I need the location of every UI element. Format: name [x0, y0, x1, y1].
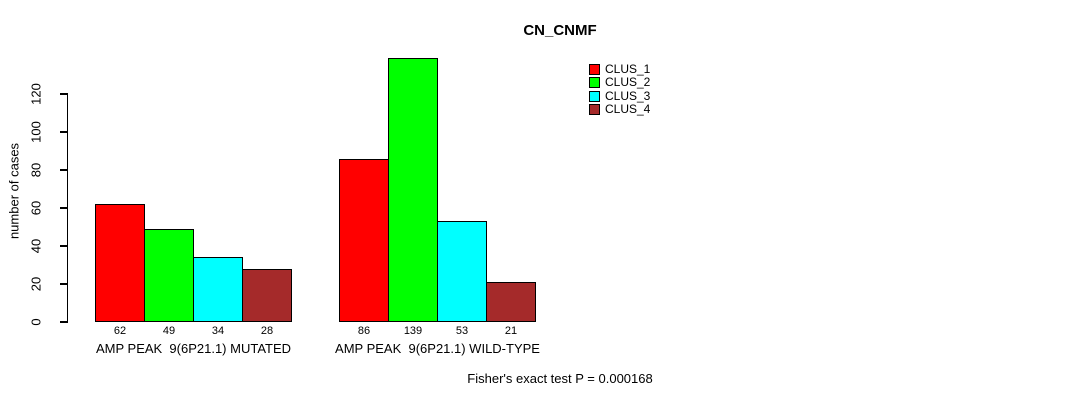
y-axis-tick [60, 93, 68, 95]
legend-item-clus_1: CLUS_1 [589, 62, 651, 76]
y-axis-label: number of cases [6, 142, 22, 240]
legend-item-label: CLUS_1 [605, 62, 651, 76]
chart-title: CN_CNMF [523, 22, 597, 39]
y-axis-tick [60, 207, 68, 209]
bar-value-label: 28 [260, 325, 274, 337]
bar-value-label: 21 [504, 325, 518, 337]
y-axis-tick [60, 169, 68, 171]
y-axis-tick-label: 100 [28, 121, 44, 143]
bar-value-label: 49 [162, 325, 176, 337]
y-axis-tick-label: 120 [28, 83, 44, 105]
bar-clus_3-group1 [193, 257, 243, 322]
y-axis-tick-label: 80 [28, 162, 44, 178]
legend-item-clus_2: CLUS_2 [589, 75, 651, 90]
bar-clus_1-group2 [339, 158, 389, 322]
bar-clus_4-group2 [486, 282, 536, 322]
legend-item-clus_4: CLUS_4 [589, 102, 651, 117]
y-axis-tick [60, 321, 68, 323]
bar-clus_3-group2 [437, 221, 487, 322]
y-axis-tick-label: 40 [28, 238, 44, 254]
legend-swatch-clus_3 [589, 90, 600, 102]
y-axis-tick [60, 283, 68, 285]
legend-item-label: CLUS_2 [605, 75, 651, 90]
y-axis-tick-label: 0 [28, 318, 44, 326]
bar-value-label: 86 [357, 325, 371, 337]
legend-item-label: CLUS_3 [605, 88, 651, 103]
legend-swatch-clus_2 [589, 77, 600, 89]
y-axis-tick-label: 20 [28, 276, 44, 292]
bar-clus_2-group1 [144, 228, 194, 322]
y-axis-tick-label: 60 [28, 200, 44, 216]
legend-swatch-clus_1 [589, 64, 600, 75]
x-group-label-1: AMP PEAK 9(6P21.1) MUTATED [95, 341, 292, 356]
bar-clus_1-group1 [95, 204, 145, 322]
x-group-label-2: AMP PEAK 9(6P21.1) WILD-TYPE [335, 341, 540, 356]
bar-value-label: 139 [403, 325, 423, 337]
legend-item-label: CLUS_4 [605, 102, 651, 117]
bar-clus_4-group1 [242, 268, 292, 322]
bar-value-label: 62 [113, 325, 127, 337]
legend-item-clus_3: CLUS_3 [589, 88, 651, 103]
y-axis-tick [60, 245, 68, 247]
bar-value-label: 53 [455, 325, 469, 337]
fisher-test-annotation: Fisher's exact test P = 0.000168 [467, 371, 653, 386]
y-axis-line [66, 94, 69, 322]
y-axis-tick [60, 131, 68, 133]
legend-swatch-clus_4 [589, 104, 600, 116]
bar-value-label: 34 [211, 325, 225, 337]
bar-clus_2-group2 [388, 57, 438, 322]
